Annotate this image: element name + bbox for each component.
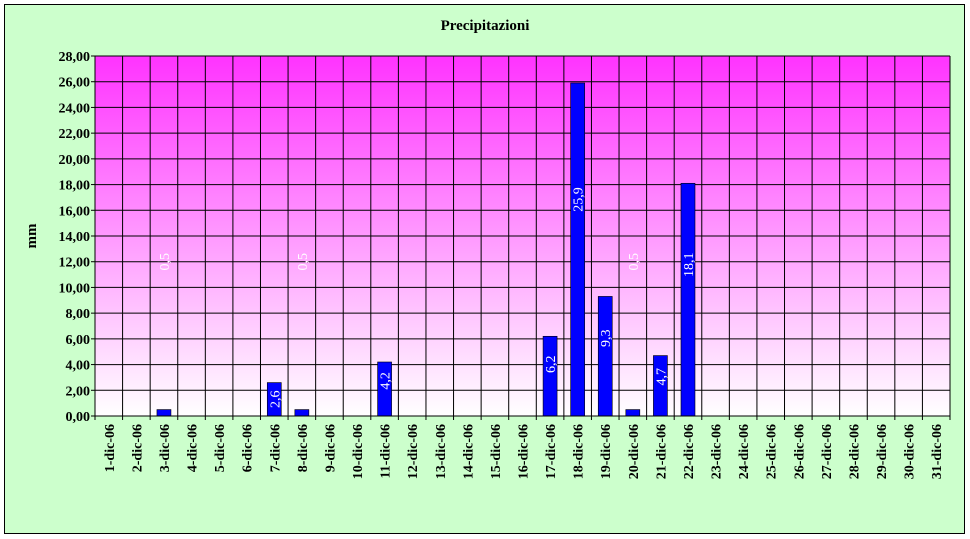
- y-axis-label: mm: [24, 223, 40, 248]
- data-label: 0,5: [296, 253, 311, 271]
- chart-title: Precipitazioni: [440, 18, 530, 34]
- data-label: 9,3: [599, 330, 614, 348]
- x-tick-label: 16-dic-06: [517, 424, 532, 479]
- data-label: 18,1: [682, 252, 697, 277]
- y-tick-label: 8,00: [66, 307, 91, 322]
- x-tick-label: 4-dic-06: [186, 424, 201, 472]
- x-tick-label: 25-dic-06: [765, 424, 780, 479]
- x-tick-label: 28-dic-06: [847, 424, 862, 479]
- x-tick-label: 8-dic-06: [296, 424, 311, 472]
- x-tick-label: 31-dic-06: [930, 424, 945, 479]
- y-tick-label: 24,00: [59, 101, 91, 116]
- grid-lines: [91, 55, 951, 420]
- data-label: 2,6: [268, 391, 283, 409]
- x-tick-label: 24-dic-06: [737, 424, 752, 479]
- y-tick-label: 20,00: [59, 153, 91, 168]
- y-tick-label: 22,00: [59, 127, 91, 142]
- x-tick-label: 10-dic-06: [351, 424, 366, 479]
- data-label: 4,7: [654, 368, 669, 386]
- x-tick-label: 1-dic-06: [103, 424, 118, 472]
- bar: [156, 409, 172, 417]
- y-tick-label: 16,00: [59, 204, 91, 219]
- bar: [625, 409, 641, 417]
- y-tick-label: 26,00: [59, 76, 91, 91]
- x-tick-label: 30-dic-06: [903, 424, 918, 479]
- x-tick-label: 27-dic-06: [820, 424, 835, 479]
- data-label: 25,9: [572, 187, 587, 212]
- y-tick-label: 2,00: [66, 384, 91, 399]
- bar: [570, 82, 585, 417]
- x-tick-label: 21-dic-06: [654, 424, 669, 479]
- x-tick-label: 15-dic-06: [489, 424, 504, 479]
- data-labels: 0,5 2,6 0,5 4,2 6,2 25,9 9,3 0,5 4,7 18,1: [158, 187, 697, 408]
- x-tick-label: 2-dic-06: [130, 424, 145, 472]
- x-tick-label: 6-dic-06: [241, 424, 256, 472]
- y-tick-label: 6,00: [66, 333, 91, 348]
- y-tick-label: 18,00: [59, 179, 91, 194]
- x-tick-label: 22-dic-06: [682, 424, 697, 479]
- y-tick-label: 28,00: [59, 50, 91, 65]
- x-tick-label: 18-dic-06: [572, 424, 587, 479]
- bars: [156, 82, 696, 417]
- bar: [597, 296, 613, 417]
- x-tick-label: 9-dic-06: [323, 424, 338, 472]
- x-tick-label: 17-dic-06: [544, 424, 559, 479]
- data-label: 0,5: [158, 253, 173, 271]
- x-tick-label: 14-dic-06: [461, 424, 476, 479]
- x-tick-labels: 1-dic-06 2-dic-06 3-dic-06 4-dic-06 5-dic-06…: [103, 424, 945, 479]
- y-tick-label: 10,00: [59, 281, 91, 296]
- data-label: 4,2: [379, 372, 394, 390]
- y-tick-labels: 0,00 2,00 4,00 6,00 8,00 10,00 12,00 14,00 16,00…: [59, 50, 91, 425]
- x-tick-label: 12-dic-06: [406, 424, 421, 479]
- y-tick-label: 4,00: [66, 359, 91, 374]
- x-tick-label: 29-dic-06: [875, 424, 890, 479]
- data-label: 0,5: [627, 253, 642, 271]
- data-label: 6,2: [544, 355, 559, 373]
- y-tick-label: 0,00: [66, 410, 91, 425]
- y-tick-label: 14,00: [59, 230, 91, 245]
- x-tick-label: 3-dic-06: [158, 424, 173, 472]
- x-tick-label: 13-dic-06: [434, 424, 449, 479]
- y-tick-label: 12,00: [59, 256, 91, 271]
- x-tick-label: 5-dic-06: [213, 424, 228, 472]
- x-tick-label: 23-dic-06: [710, 424, 725, 479]
- x-tick-label: 26-dic-06: [792, 424, 807, 479]
- bar: [542, 335, 558, 417]
- x-tick-label: 20-dic-06: [627, 424, 642, 479]
- bar: [294, 409, 310, 417]
- bar: [680, 182, 696, 417]
- x-tick-label: 11-dic-06: [379, 424, 394, 478]
- x-tick-label: 7-dic-06: [268, 424, 283, 472]
- x-tick-label: 19-dic-06: [599, 424, 614, 479]
